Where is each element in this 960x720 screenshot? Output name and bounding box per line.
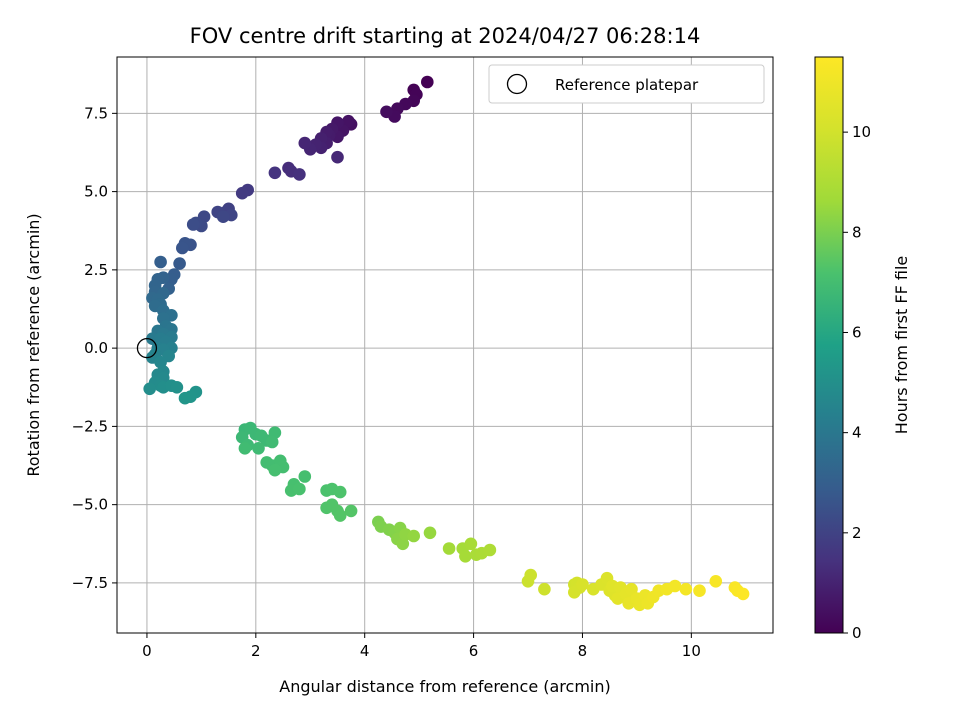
y-tick-label: −7.5 [72,574,108,592]
legend-reference-marker [506,73,528,95]
legend-box [488,64,765,104]
data-point [709,575,723,588]
data-point [186,218,200,231]
colorbar-tick-label: 10 [852,123,871,141]
y-tick-label: 5.0 [84,183,108,201]
data-points [143,75,750,612]
legend-entry-reference: Reference platepar [555,76,699,94]
x-axis-ticks: 0 2 4 6 8 10 [142,633,701,660]
data-point [170,381,184,394]
x-tick-label: 6 [469,642,479,660]
data-point [668,579,682,593]
x-tick-label: 2 [251,642,261,660]
data-point [252,442,265,455]
x-tick-label: 4 [360,642,370,660]
data-point [154,255,167,269]
y-tick-label: −2.5 [72,417,108,435]
colorbar-tick-label: 8 [852,223,862,241]
data-point [331,150,344,164]
reference-marker-group [136,337,158,359]
data-point [173,257,186,270]
data-point [333,485,347,499]
data-point [464,537,478,551]
y-tick-label: −5.0 [72,496,108,514]
data-point [576,578,589,591]
y-tick-label: 0.0 [84,339,108,357]
data-point [238,442,252,455]
y-tick-label: 2.5 [84,261,108,279]
data-point [333,509,347,522]
plot-frame [116,56,774,634]
colorbar-tick-label: 2 [852,524,862,542]
x-tick-label: 8 [578,642,588,660]
grid-lines [117,57,773,633]
x-tick-label: 10 [682,642,701,660]
data-point [568,586,581,599]
data-point [423,526,437,540]
data-point [459,550,472,563]
data-point [421,75,434,89]
data-point [693,584,706,597]
data-point [442,542,456,555]
data-point [524,568,537,582]
data-point [235,186,249,200]
colorbar-tick-label: 4 [852,424,862,442]
data-point [298,470,312,483]
colorbar: 0 2 4 6 8 10 Hours from first FF file [814,56,911,642]
data-point [268,166,282,180]
data-point [679,582,693,596]
data-point [736,587,750,601]
data-point [407,529,421,543]
data-point [178,391,192,405]
data-point [538,582,551,596]
data-point [268,463,282,477]
data-point [344,504,358,518]
y-axis-label: Rotation from reference (arcmin) [24,213,43,476]
legend: Reference platepar [488,64,765,104]
data-point [342,114,355,128]
x-tick-label: 0 [142,642,152,660]
data-point [293,482,306,496]
colorbar-gradient [814,56,844,634]
data-point [176,241,189,255]
chart-title: FOV centre drift starting at 2024/04/27 … [190,24,701,48]
data-point [293,168,306,181]
reference-platepar-marker [136,337,158,359]
data-point [483,543,497,557]
data-point [298,136,312,150]
data-point [625,582,638,596]
colorbar-tick-label: 6 [852,323,862,341]
data-point [380,105,393,119]
data-point [216,210,230,223]
x-axis-label: Angular distance from reference (arcmin) [279,677,610,696]
colorbar-ticks: 0 2 4 6 8 10 [843,123,871,642]
colorbar-label: Hours from first FF file [892,256,911,435]
data-point [143,382,156,396]
colorbar-tick-label: 0 [852,624,862,642]
data-point [265,435,279,449]
y-axis-ticks: −7.5 −5.0 −2.5 0.0 2.5 5.0 7.5 [72,104,117,592]
y-tick-label: 7.5 [84,104,108,122]
